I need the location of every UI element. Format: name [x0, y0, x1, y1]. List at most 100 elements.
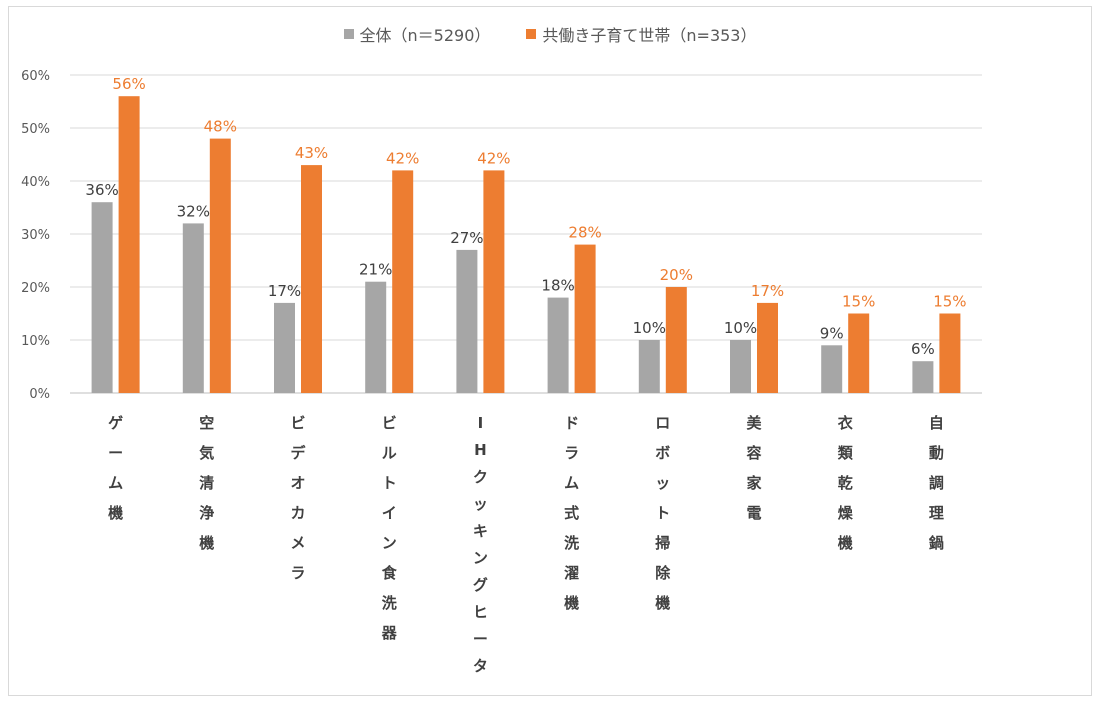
- category-label-char: 理: [929, 504, 944, 522]
- category-label-char: ド: [564, 414, 579, 432]
- bar-dual-income: [483, 170, 505, 393]
- bar-dual-income: [574, 244, 596, 393]
- category-label-char: I: [478, 414, 484, 432]
- category-label-char: ボ: [655, 444, 670, 462]
- category-label-char: H: [474, 441, 487, 459]
- category-label-char: 自: [929, 414, 944, 432]
- category-label-char: ロ: [655, 414, 670, 432]
- category-label-char: ル: [382, 444, 397, 462]
- category-label-char: 衣: [838, 414, 853, 432]
- bar-dual-income: [209, 138, 231, 393]
- category-label-char: ビ: [382, 414, 397, 432]
- y-tick-label: 0%: [29, 387, 50, 402]
- data-label-dual-income: 20%: [660, 266, 693, 284]
- category-label-char: キ: [473, 522, 488, 540]
- category-label-char: デ: [290, 444, 306, 462]
- category-label-char: ム: [564, 474, 579, 492]
- bar-dual-income: [301, 165, 322, 393]
- category-label-char: オ: [290, 474, 305, 492]
- data-label-overall: 21%: [359, 261, 392, 279]
- data-label-overall: 32%: [177, 202, 210, 220]
- category-label-char: ク: [473, 468, 488, 486]
- category-label-char: 動: [929, 444, 944, 462]
- y-tick-label: 50%: [21, 122, 50, 137]
- data-label-dual-income: 15%: [842, 293, 875, 311]
- category-label-char: 機: [838, 534, 853, 552]
- legend-item-dual-income: 共働き子育て世帯（n=353）: [526, 22, 756, 46]
- bar-overall: [730, 340, 751, 393]
- category-label-char: 電: [746, 504, 761, 522]
- y-tick-label: 60%: [21, 69, 50, 84]
- category-label-char: 気: [199, 444, 214, 462]
- category-label-char: ン: [382, 534, 397, 552]
- category-label-char: 掃: [655, 534, 670, 552]
- data-label-overall: 17%: [268, 282, 301, 300]
- y-tick-label: 20%: [21, 281, 50, 296]
- legend: 全体（n＝5290） 共働き子育て世帯（n=353）: [0, 22, 1100, 46]
- bar-overall: [91, 202, 113, 393]
- data-label-overall: 10%: [633, 319, 666, 337]
- data-label-dual-income: 42%: [386, 149, 419, 167]
- bar-dual-income: [939, 313, 961, 393]
- category-label-char: 器: [381, 624, 398, 642]
- category-label-char: グ: [473, 576, 488, 594]
- y-tick-label: 40%: [21, 175, 50, 190]
- bar-overall: [182, 223, 204, 393]
- legend-swatch-dual-income: [526, 29, 537, 39]
- legend-label-overall: 全体（n＝5290）: [359, 26, 491, 45]
- category-label-char: タ: [473, 657, 488, 675]
- category-label-char: 空: [199, 414, 214, 432]
- category-label-char: 類: [837, 444, 854, 462]
- bar-overall: [821, 345, 843, 393]
- category-label-char: ー: [108, 444, 123, 462]
- data-label-dual-income: 42%: [477, 149, 510, 167]
- category-label-char: ム: [108, 474, 123, 492]
- data-label-dual-income: 15%: [933, 293, 966, 311]
- category-label-char: 濯: [564, 564, 579, 582]
- bar-dual-income: [848, 313, 870, 393]
- category-label-char: 浄: [199, 504, 214, 522]
- bar-overall: [547, 297, 569, 393]
- category-label-char: ト: [655, 504, 670, 522]
- data-label-overall: 27%: [450, 229, 483, 247]
- category-label-char: ビ: [290, 414, 305, 432]
- category-label-char: ト: [382, 474, 397, 492]
- data-label-overall: 10%: [724, 319, 757, 337]
- bar-dual-income: [665, 287, 687, 393]
- category-label-char: 美: [746, 414, 762, 432]
- bar-overall: [365, 281, 387, 393]
- bar-dual-income: [757, 302, 778, 393]
- category-label-char: 洗: [564, 534, 579, 552]
- data-label-dual-income: 56%: [112, 75, 145, 93]
- category-label-char: 調: [929, 474, 944, 492]
- data-label-overall: 6%: [911, 340, 935, 358]
- y-tick-label: 30%: [21, 228, 50, 243]
- category-label-char: 家: [746, 474, 761, 492]
- category-label-char: ー: [473, 630, 488, 648]
- data-label-overall: 36%: [85, 181, 118, 199]
- category-label-char: 機: [199, 534, 214, 552]
- category-label-char: カ: [290, 504, 305, 522]
- bar-dual-income: [118, 96, 140, 393]
- category-label-char: ヒ: [473, 603, 488, 621]
- category-label-char: ラ: [290, 564, 305, 582]
- category-label-char: 乾: [838, 474, 853, 492]
- category-label-char: ッ: [655, 474, 670, 492]
- data-label-dual-income: 43%: [295, 144, 328, 162]
- category-label-char: 除: [655, 564, 671, 582]
- bar-overall: [456, 249, 478, 393]
- y-tick-label: 10%: [21, 334, 50, 349]
- legend-item-overall: 全体（n＝5290）: [343, 22, 491, 46]
- legend-swatch-overall: [343, 29, 354, 39]
- category-label-char: ゲ: [108, 414, 123, 432]
- category-label-char: 機: [564, 594, 579, 612]
